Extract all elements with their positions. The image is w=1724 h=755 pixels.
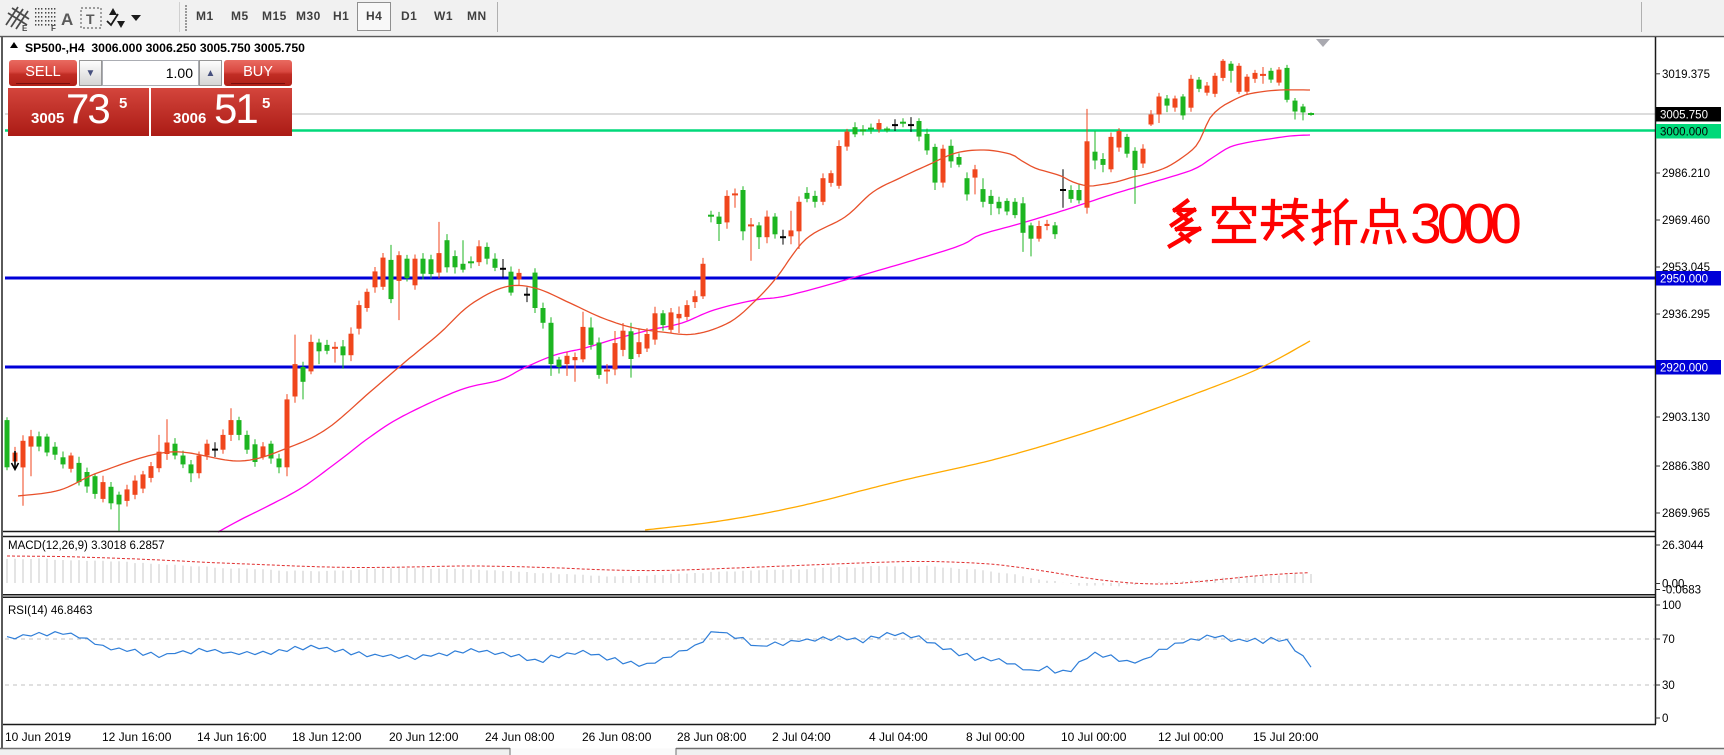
svg-text:24 Jun 08:00: 24 Jun 08:00	[485, 730, 555, 744]
svg-text:2 Jul 04:00: 2 Jul 04:00	[772, 730, 831, 744]
svg-text:E: E	[22, 24, 28, 33]
svg-text:2920.000: 2920.000	[1660, 362, 1708, 374]
svg-text:14 Jun 16:00: 14 Jun 16:00	[197, 730, 267, 744]
svg-text:28 Jun 08:00: 28 Jun 08:00	[677, 730, 747, 744]
svg-text:RSI(14) 46.8463: RSI(14) 46.8463	[8, 605, 92, 617]
svg-text:F: F	[51, 24, 56, 33]
svg-text:20 Jun 12:00: 20 Jun 12:00	[389, 730, 459, 744]
svg-text:2969.460: 2969.460	[1662, 215, 1710, 227]
svg-text:T: T	[86, 11, 95, 27]
svg-text:2886.380: 2886.380	[1662, 461, 1710, 473]
svg-text:12 Jul 00:00: 12 Jul 00:00	[1158, 730, 1224, 744]
svg-text:15 Jul 20:00: 15 Jul 20:00	[1253, 730, 1319, 744]
svg-text:26 Jun 08:00: 26 Jun 08:00	[582, 730, 652, 744]
svg-text:8 Jul 00:00: 8 Jul 00:00	[966, 730, 1025, 744]
svg-text:0.00: 0.00	[1662, 579, 1684, 591]
svg-text:2950.000: 2950.000	[1660, 273, 1708, 285]
svg-text:0: 0	[1662, 713, 1668, 725]
svg-text:2903.130: 2903.130	[1662, 412, 1710, 424]
svg-text:10 Jul 00:00: 10 Jul 00:00	[1061, 730, 1127, 744]
svg-text:18 Jun 12:00: 18 Jun 12:00	[292, 730, 362, 744]
svg-text:3000: 3000	[1410, 192, 1520, 256]
svg-text:3000.000: 3000.000	[1660, 126, 1708, 138]
svg-text:30: 30	[1662, 680, 1675, 692]
svg-text:2936.295: 2936.295	[1662, 309, 1710, 321]
svg-text:SP500-,H4 3006.000 3006.250 3: SP500-,H4 3006.000 3006.250 3005.750 300…	[25, 41, 305, 55]
svg-text:3019.375: 3019.375	[1662, 69, 1710, 81]
svg-text:12 Jun 16:00: 12 Jun 16:00	[102, 730, 172, 744]
svg-text:10 Jun 2019: 10 Jun 2019	[5, 730, 71, 744]
svg-text:2986.210: 2986.210	[1662, 168, 1710, 180]
svg-text:A: A	[61, 10, 73, 29]
svg-text:MACD(12,26,9) 3.3018 6.2857: MACD(12,26,9) 3.3018 6.2857	[8, 540, 165, 552]
svg-text:3005.750: 3005.750	[1660, 110, 1708, 122]
svg-text:70: 70	[1662, 634, 1675, 646]
svg-text:26.3044: 26.3044	[1662, 540, 1704, 552]
svg-text:100: 100	[1662, 600, 1681, 612]
svg-text:2869.965: 2869.965	[1662, 508, 1710, 520]
svg-text:4 Jul 04:00: 4 Jul 04:00	[869, 730, 928, 744]
svg-text:-0.0683: -0.0683	[1662, 585, 1701, 597]
